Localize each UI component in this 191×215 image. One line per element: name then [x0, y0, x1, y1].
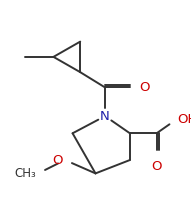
Text: N: N	[100, 110, 110, 123]
Text: O: O	[139, 81, 150, 94]
Text: O: O	[53, 154, 63, 167]
Text: CH₃: CH₃	[15, 167, 36, 180]
Text: OH: OH	[178, 114, 191, 126]
Text: O: O	[151, 160, 162, 173]
